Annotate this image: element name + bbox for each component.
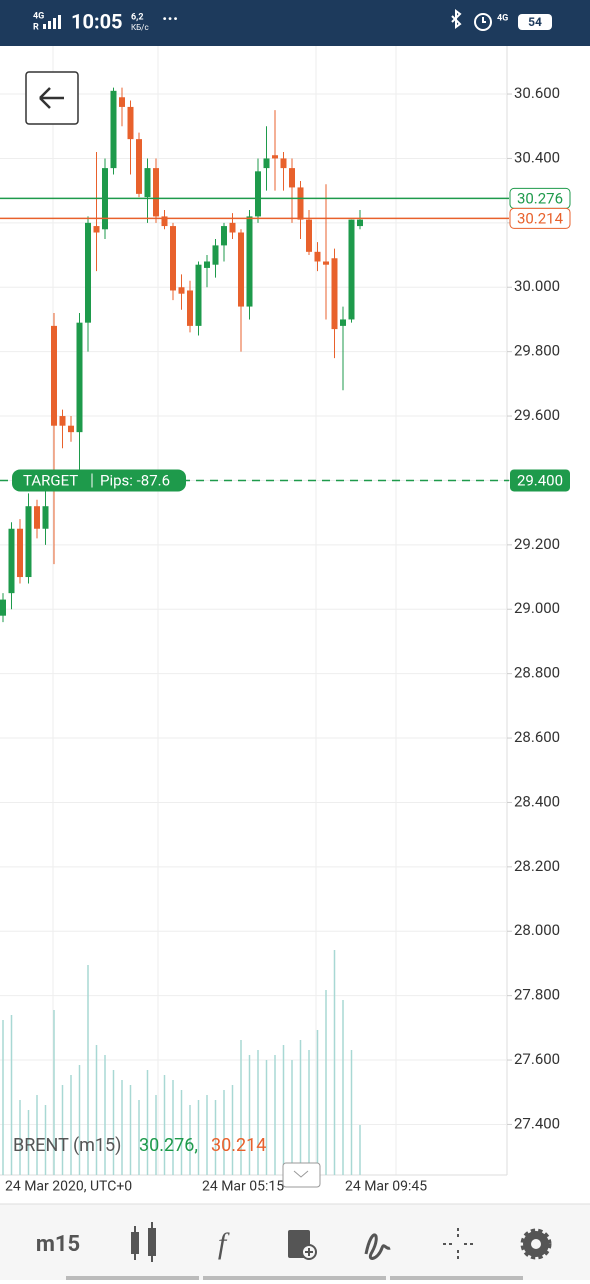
y-tick-label: 29.000 (514, 599, 560, 617)
status-icons (451, 9, 492, 31)
scroll-indicator (66, 1276, 523, 1280)
candle-body (0, 599, 6, 616)
candle-body (331, 258, 338, 330)
candle-body (93, 226, 100, 233)
chart-type-button[interactable] (131, 1222, 156, 1262)
candle-body (110, 90, 117, 169)
candle-body (323, 261, 329, 265)
back-arrow (39, 87, 64, 109)
candle-body (85, 222, 91, 323)
candle-body (221, 226, 227, 246)
speed: 6,2 (131, 12, 144, 22)
candle-body (119, 97, 125, 107)
signal (43, 15, 61, 29)
candle-body (17, 528, 23, 578)
candle-body (357, 219, 363, 227)
candle-body (238, 232, 244, 307)
candle-body (314, 251, 321, 262)
target-label: 29.400 (517, 471, 563, 489)
more: ··· (162, 9, 178, 30)
candle-body (306, 219, 312, 252)
y-tick-label: 30.000 (514, 277, 560, 295)
candle-body (59, 416, 66, 426)
price-label-box (509, 207, 571, 229)
candle-body (178, 287, 185, 294)
candle-body (289, 168, 295, 188)
y-tick-label: 30.600 (514, 84, 560, 102)
candle-body (187, 290, 193, 326)
x-tick-label: 24 Mar 2020, UTC+0 (5, 1179, 132, 1195)
speed-unit: КБ/с (131, 23, 149, 32)
candle-body (195, 264, 202, 326)
candle-body (161, 216, 168, 227)
candle-body (229, 222, 236, 233)
price-label: 30.214 (517, 209, 564, 227)
candle-body (144, 168, 151, 198)
target-pips: Pips: -87.6 (100, 471, 170, 489)
settings-button[interactable] (520, 1228, 552, 1260)
candle-body (170, 226, 176, 291)
legend-symbol: BRENT (m15) (13, 1135, 121, 1156)
candle-body (340, 319, 346, 326)
y-tick-label: 27.800 (514, 986, 560, 1004)
roaming: R (33, 22, 39, 32)
candle-body (246, 216, 253, 307)
legend-ask: 30.214 (211, 1135, 266, 1156)
y-tick-label: 28.000 (514, 921, 560, 939)
target-name: TARGET (23, 471, 78, 489)
candle-body (42, 506, 49, 529)
timeframe-button[interactable]: m15 (36, 1232, 80, 1257)
candle-body (280, 158, 287, 169)
legend-bid: 30.276, (139, 1135, 198, 1156)
y-tick-label: 28.400 (514, 792, 560, 810)
drawing-button[interactable] (364, 1233, 391, 1260)
y-tick-label: 28.600 (514, 728, 560, 746)
collapse-icon (293, 1170, 309, 1178)
network-2: 4G (497, 13, 508, 23)
candle-body (255, 171, 261, 217)
candle-body (51, 325, 57, 426)
collapse-button[interactable] (282, 1162, 321, 1188)
candle-body (25, 506, 32, 578)
y-tick-label: 29.800 (514, 342, 560, 360)
battery (518, 14, 552, 30)
candle-body (68, 425, 74, 433)
candle-body (8, 528, 15, 594)
candle-body (212, 245, 219, 265)
objects-button[interactable] (288, 1230, 317, 1260)
y-tick-label: 28.200 (514, 857, 560, 875)
battery-level: 54 (528, 15, 542, 29)
crosshair-button[interactable] (443, 1228, 473, 1259)
candle-body (127, 106, 134, 140)
candle-body (34, 506, 40, 529)
clock: 10:05 (71, 9, 123, 33)
y-tick-label: 27.600 (514, 1050, 560, 1068)
network: 4G (33, 11, 44, 21)
candle-body (153, 168, 159, 217)
candle-body (76, 322, 83, 433)
x-tick-label: 24 Mar 09:45 (345, 1179, 427, 1195)
target-pill (12, 469, 186, 492)
candle-body (297, 187, 304, 220)
candle-body (263, 158, 270, 169)
price-label: 30.276 (517, 189, 563, 207)
y-tick-label: 27.400 (514, 1114, 560, 1132)
y-tick-label: 28.800 (514, 664, 560, 682)
y-tick-label: 29.200 (514, 535, 560, 553)
y-tick-label: 30.400 (514, 148, 560, 166)
y-tick-label: 29.600 (514, 406, 560, 424)
vertical-grid (52, 46, 397, 1175)
candle-body (136, 139, 142, 194)
candle-body (272, 155, 278, 159)
candle-body (204, 261, 210, 268)
candle-body (348, 219, 355, 320)
x-tick-label: 24 Mar 05:15 (202, 1179, 284, 1195)
target-label-box (510, 469, 570, 492)
